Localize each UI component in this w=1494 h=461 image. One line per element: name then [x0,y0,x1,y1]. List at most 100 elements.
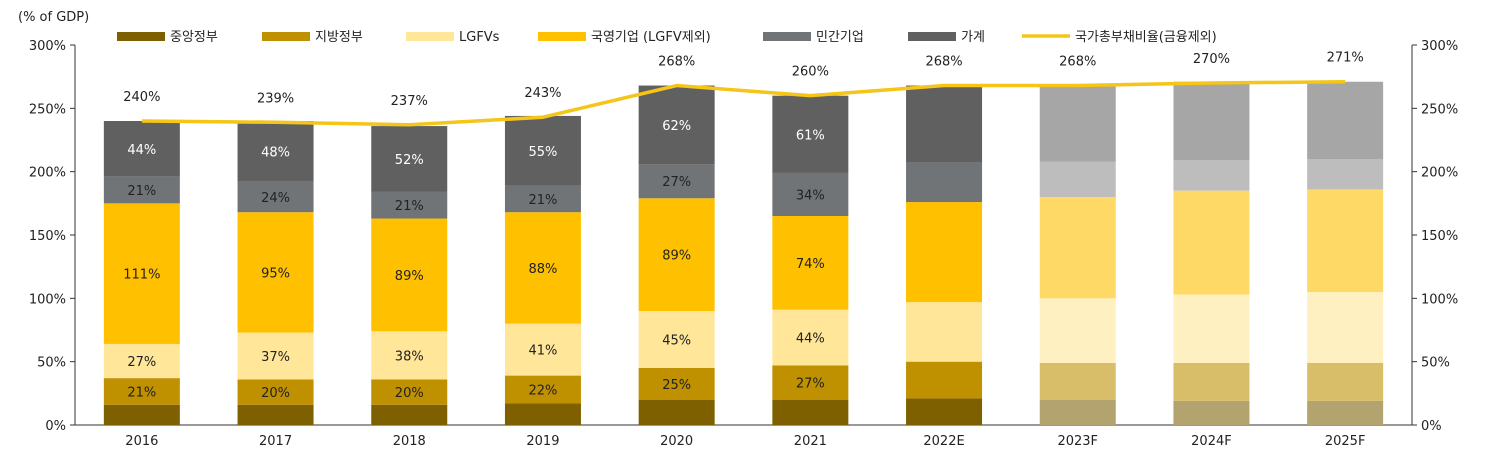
x-tick-label: 2021 [794,434,827,449]
bar-segment [1173,81,1250,161]
bar-segment [1173,294,1250,363]
x-tick-label: 2018 [393,434,426,449]
data-label: 61% [796,128,825,143]
data-label: 34% [796,188,825,203]
bar-segment [1307,189,1384,292]
bar-segment [1307,400,1384,425]
y-axis-title: (% of GDP) [18,10,89,25]
line-data-label: 268% [925,55,962,70]
bar-segment [371,218,448,332]
x-tick-label: 2017 [259,434,292,449]
x-tick-label: 2020 [660,434,693,449]
bar-segment [103,203,180,344]
line-data-label: 260% [792,65,829,80]
y2-tick-label: 100% [1421,292,1458,307]
bar-segment [103,121,180,177]
bar-segment [638,164,715,199]
bar-segment [371,191,448,219]
data-label: 45% [662,334,691,349]
x-tick-label: 2024F [1191,434,1232,449]
data-label: 55% [528,145,557,160]
bar-segment [906,85,983,163]
bar-segment [906,398,983,425]
bar-segment [371,331,448,380]
bar-segment [237,379,314,405]
line-layer [141,79,1346,127]
data-label: 21% [127,184,156,199]
bar-segment [1039,84,1116,162]
bar-segment [772,216,849,310]
legend-label: 국가총부채비율(금융제외) [1075,30,1217,45]
data-label: 44% [127,143,156,158]
legend-swatch [763,32,811,41]
bar-segment [1039,399,1116,425]
data-label: 88% [528,262,557,277]
y-tick-label: 0% [45,419,66,434]
bar-segment [906,202,983,303]
axes-layer: 0% 50% 100% 150% 200% 250% 300% 0% 50% 100% 150% 20… [29,39,1458,449]
y2-tick-label: 250% [1421,102,1458,117]
y-tick-label: 150% [29,229,66,244]
line-data-label: 268% [1059,55,1096,70]
data-label: 44% [796,332,825,347]
bar-segment [772,309,849,366]
bar-segment [1307,81,1384,159]
bar-segment [504,212,581,324]
data-label: 37% [261,350,290,365]
legend: 중앙정부 지방정부 LGFVs 국영기업 (LGFV제외) 민간기업 가계 국가총부채비율(… [117,30,1217,45]
bar-segment [1039,362,1116,400]
y2-tick-label: 150% [1421,229,1458,244]
legend-swatch [406,32,454,41]
data-label: 41% [528,344,557,359]
legend-label: LGFVs [459,30,500,45]
bar-segment [638,368,715,400]
bar-segment [1173,190,1250,295]
labels-layer: 21% 27% 111% 21% 44% 20% 37% 95% 24% 48% 20% 38% 89%… [123,51,1363,401]
bar-segment [1173,400,1250,425]
bar-segment [237,212,314,333]
bar-segment [1307,362,1384,401]
y-tick-label: 50% [37,356,66,371]
data-label: 52% [395,153,424,168]
data-label: 62% [662,119,691,134]
x-tick-label: 2023F [1057,434,1098,449]
y-tick-label: 250% [29,102,66,117]
bar-segment [638,85,715,165]
data-label: 95% [261,266,290,281]
y2-tick-label: 50% [1421,356,1450,371]
x-tick-label: 2025F [1325,434,1366,449]
data-label: 27% [127,355,156,370]
bar-segment [504,323,581,376]
bar-segment [906,361,983,399]
bar-segment [1039,197,1116,299]
bar-segment [371,126,448,192]
bar-segment [906,302,983,362]
bar-segment [504,185,581,213]
data-label: 20% [395,386,424,401]
bar-segment [504,375,581,404]
data-label: 24% [261,191,290,206]
line-data-label: 268% [658,55,695,70]
x-tick-label: 2019 [526,434,559,449]
data-label: 27% [662,175,691,190]
bar-segment [638,311,715,368]
data-label: 89% [662,249,691,264]
data-label: 20% [261,386,290,401]
bar-segment [504,403,581,425]
y-tick-label: 300% [29,39,66,54]
bar-segment [1039,298,1116,363]
bar-segment [906,162,983,203]
line-data-label: 239% [257,91,294,106]
legend-swatch [908,32,956,41]
legend-swatch [117,32,165,41]
line-data-label: 237% [391,94,428,109]
legend-label: 국영기업 (LGFV제외) [591,30,711,45]
bar-segment [772,365,849,400]
data-label: 111% [123,268,160,283]
legend-label: 민간기업 [816,30,864,45]
data-label: 48% [261,145,290,160]
line-data-label: 240% [123,90,160,105]
bar-segment [237,121,314,182]
x-tick-label: 2016 [125,434,158,449]
